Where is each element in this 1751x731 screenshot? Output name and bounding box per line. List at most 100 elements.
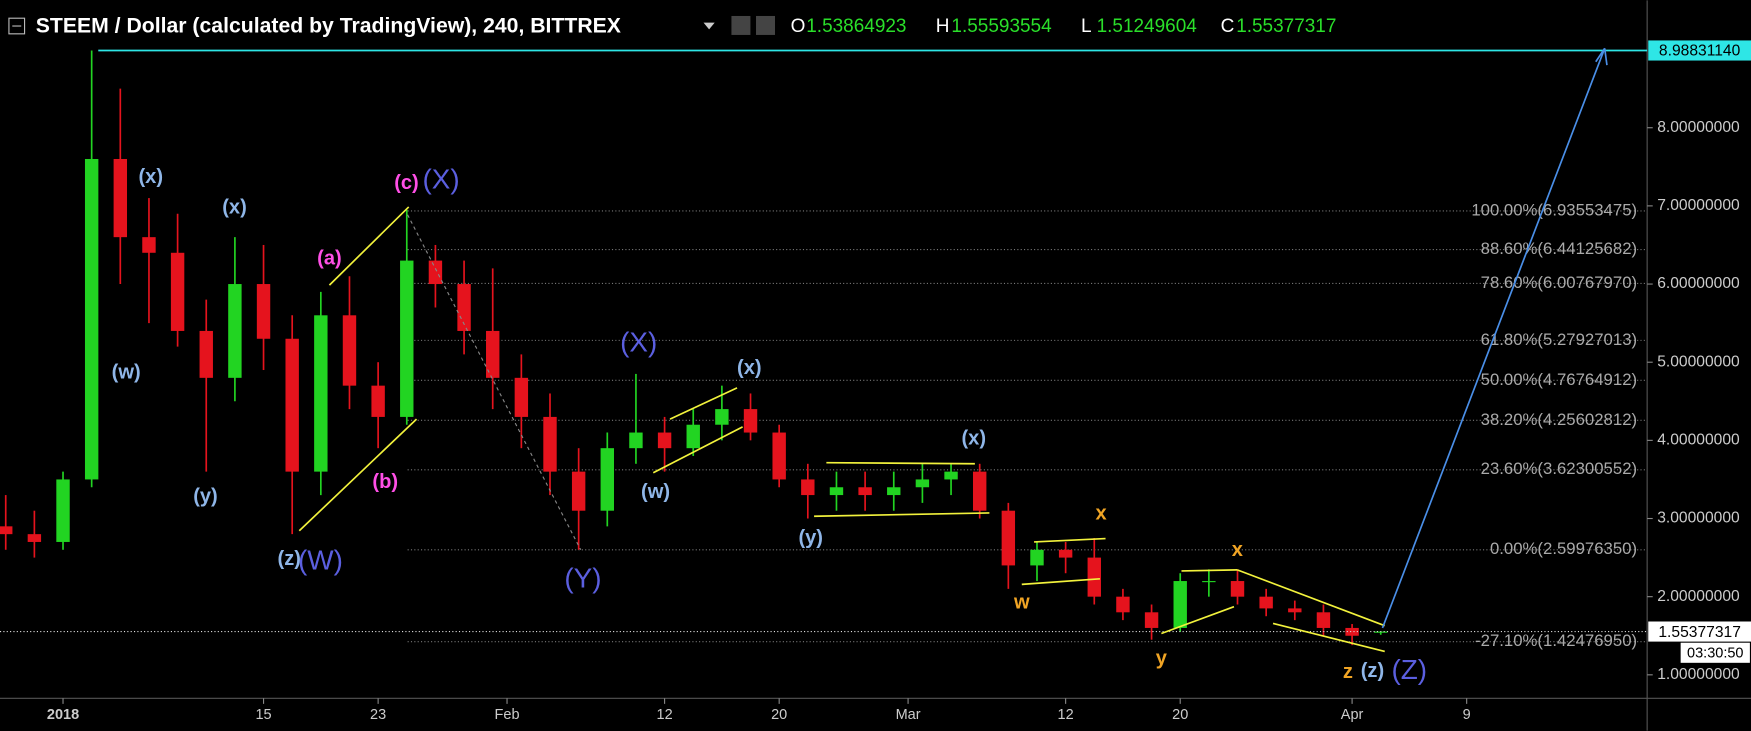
- y-tick-label: 6.00000000: [1657, 275, 1740, 292]
- wave-label: z: [1343, 661, 1353, 683]
- ohlc-key: H: [936, 16, 950, 37]
- candle-body: [486, 330, 500, 378]
- trendline: [1034, 537, 1106, 543]
- candle-body: [629, 432, 643, 449]
- candle-body: [1144, 612, 1159, 628]
- x-tick-label: 12: [1058, 707, 1074, 723]
- candle-body: [972, 471, 987, 511]
- reference-price-label: 8.98831140: [1659, 43, 1741, 60]
- wave-label: (Y): [564, 562, 601, 593]
- x-tick-label: 2018: [47, 707, 79, 723]
- candle-body: [915, 479, 930, 488]
- candle-body: [1173, 581, 1187, 628]
- wave-label: (X): [620, 327, 657, 358]
- candle-body: [571, 471, 586, 511]
- candle-body: [887, 487, 901, 496]
- collapse-icon[interactable]: [8, 17, 26, 35]
- candle-body: [1030, 549, 1044, 566]
- trendline: [1181, 569, 1238, 572]
- candle-body: [371, 385, 385, 417]
- trendline: [1237, 569, 1386, 627]
- candle-body: [858, 487, 872, 496]
- x-tick-label: 12: [657, 707, 673, 723]
- candle-body: [1288, 608, 1302, 613]
- trendline: [328, 206, 410, 286]
- wave-label: (Z): [1391, 654, 1427, 685]
- candle-body: [1230, 581, 1245, 597]
- x-tick-label: Feb: [495, 707, 520, 723]
- candle-body: [27, 534, 42, 542]
- ohlc-value: 1.55593554: [951, 16, 1051, 37]
- wave-label: (W): [298, 544, 343, 575]
- symbol-dropdown[interactable]: [703, 22, 715, 30]
- wave-label: (b): [372, 471, 398, 493]
- plot-area: 100.00%(6.93553475) 88.60%(6.44125682) 78.…: [0, 49, 1648, 650]
- visibility-icon[interactable]: [731, 15, 751, 35]
- wave-label: (x): [138, 166, 163, 188]
- candle-body: [285, 338, 299, 472]
- chart-title: STEEM / Dollar (calculated by TradingVie…: [36, 15, 621, 38]
- fib-level-label: 0.00%(2.59976350): [1490, 539, 1637, 558]
- candle-body: [1345, 627, 1359, 636]
- overlay: (x)(x)(w)(y)(z)(W)(a)(b)(c) (X)(Y)(X)(x)(…: [112, 47, 1608, 685]
- wave-label: (a): [317, 248, 342, 270]
- candle-body: [686, 424, 700, 449]
- trendline: [1272, 622, 1385, 653]
- y-tick-label: 2.00000000: [1657, 588, 1740, 605]
- forecast-arrow: [1381, 48, 1606, 629]
- wave-label: (z): [278, 548, 301, 570]
- candle-body: [457, 284, 471, 331]
- candle-body: [1116, 596, 1130, 613]
- ohlc-value: 1.53864923: [806, 16, 906, 37]
- candle-body: [342, 315, 357, 386]
- x-tick-label: 15: [255, 707, 271, 723]
- candle-body: [1001, 510, 1016, 566]
- wave-label: (X): [422, 164, 459, 195]
- candle-body: [1316, 612, 1331, 628]
- wave-label: (y): [798, 527, 823, 549]
- trendline: [826, 461, 975, 465]
- countdown-label: 03:30:50: [1687, 646, 1743, 662]
- fib-level-label: -27.10%(1.42476950): [1475, 631, 1637, 650]
- candle-body: [314, 315, 328, 472]
- candle-body: [801, 479, 815, 496]
- y-tick-label: 5.00000000: [1657, 353, 1740, 370]
- x-tick-label: Apr: [1341, 707, 1364, 723]
- trendline: [814, 512, 990, 518]
- wave-label: (w): [112, 362, 141, 384]
- wave-label: (y): [193, 486, 218, 508]
- candle-body: [400, 260, 414, 417]
- fib-level-label: 100.00%(6.93553475): [1471, 200, 1637, 219]
- current-price-box: [1648, 621, 1751, 642]
- forecast-arrowhead: [1595, 47, 1608, 66]
- wave-label: (x): [961, 428, 986, 450]
- candle-body: [1202, 581, 1216, 583]
- settings-icon[interactable]: [756, 15, 775, 35]
- trendline: [298, 418, 418, 532]
- wave-label: (z): [1361, 660, 1384, 682]
- candle-body: [56, 479, 70, 542]
- wave-label: (x): [222, 196, 247, 218]
- dashed-projection: [407, 214, 582, 551]
- y-tick-label: 7.00000000: [1657, 197, 1740, 214]
- trendline: [1021, 577, 1101, 586]
- trendline: [669, 387, 738, 420]
- candle-body: [228, 284, 242, 378]
- y-tick-label: 4.00000000: [1657, 431, 1740, 448]
- candle-body: [600, 448, 614, 511]
- ohlc-value: 1.51249604: [1097, 16, 1197, 37]
- x-tick-label: 20: [1172, 707, 1188, 723]
- ohlc-key: O: [791, 16, 806, 37]
- candle-body: [514, 377, 529, 417]
- candle-body: [1087, 557, 1101, 597]
- y-tick-label: 8.00000000: [1657, 119, 1740, 136]
- fib-level-label: 78.60%(6.00767970): [1481, 273, 1637, 292]
- wave-label: (w): [641, 481, 670, 503]
- candle-body: [1058, 549, 1073, 558]
- candle-body: [772, 432, 786, 480]
- y-tick-label: 1.00000000: [1657, 666, 1740, 683]
- x-tick-label: 23: [370, 707, 386, 723]
